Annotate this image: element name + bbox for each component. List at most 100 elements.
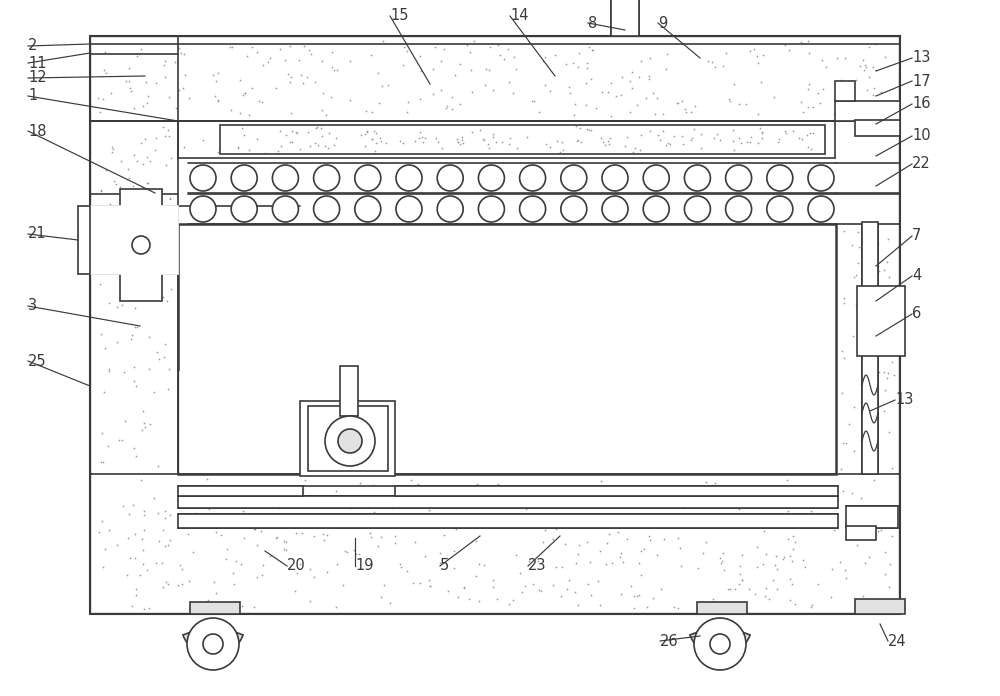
Point xyxy=(749,562,765,573)
Point xyxy=(147,145,163,156)
Point xyxy=(601,139,617,150)
Bar xyxy=(90,36,900,614)
Point xyxy=(475,525,491,536)
Point xyxy=(741,583,757,594)
Point xyxy=(594,480,610,491)
Point xyxy=(100,359,116,370)
Point xyxy=(211,481,227,492)
Point xyxy=(367,568,383,579)
Point xyxy=(578,383,594,395)
Point xyxy=(777,40,793,51)
Point xyxy=(859,541,875,553)
Point xyxy=(293,114,309,125)
Point xyxy=(629,100,645,111)
Point xyxy=(184,498,200,509)
Point xyxy=(753,215,769,226)
Point xyxy=(645,72,661,84)
Point xyxy=(731,504,747,515)
Point xyxy=(142,600,158,611)
Point xyxy=(755,558,771,569)
Point xyxy=(299,72,315,83)
Point xyxy=(399,566,415,577)
Point xyxy=(601,528,617,539)
Point xyxy=(755,309,771,320)
Point xyxy=(181,603,197,614)
Point xyxy=(283,107,299,118)
Point xyxy=(500,43,516,54)
Point xyxy=(728,498,744,509)
Point xyxy=(649,549,665,560)
Point xyxy=(553,590,569,601)
Point xyxy=(306,561,322,572)
Point xyxy=(691,128,707,139)
Point xyxy=(422,580,438,592)
Point xyxy=(578,100,594,111)
Point xyxy=(803,143,819,155)
Point xyxy=(572,199,588,210)
Point xyxy=(659,49,675,60)
Point xyxy=(363,532,379,543)
Point xyxy=(324,61,340,72)
Point xyxy=(236,512,252,523)
Point xyxy=(258,519,274,530)
Point xyxy=(430,137,446,148)
Point xyxy=(887,311,903,322)
Point xyxy=(863,213,879,224)
Point xyxy=(421,575,437,586)
Point xyxy=(105,248,121,260)
Point xyxy=(759,358,775,369)
Point xyxy=(881,272,897,283)
Circle shape xyxy=(643,196,669,222)
Point xyxy=(854,410,870,421)
Point xyxy=(667,385,683,396)
Point xyxy=(121,75,137,86)
Point xyxy=(113,147,129,158)
Point xyxy=(520,308,536,319)
Point xyxy=(495,277,511,288)
Point xyxy=(645,592,661,603)
Point xyxy=(589,516,605,528)
Point xyxy=(716,564,732,576)
Point xyxy=(656,493,672,504)
Point xyxy=(785,544,801,555)
Point xyxy=(514,587,530,598)
Circle shape xyxy=(478,196,504,222)
Point xyxy=(460,429,476,440)
Point xyxy=(879,372,895,383)
Point xyxy=(136,418,152,429)
Point xyxy=(846,402,862,413)
Point xyxy=(308,41,324,52)
Point xyxy=(447,69,463,80)
Point xyxy=(631,71,647,82)
Point xyxy=(336,555,352,567)
Point xyxy=(867,38,883,49)
Point xyxy=(527,400,543,411)
Point xyxy=(626,603,642,614)
Point xyxy=(127,321,143,332)
Point xyxy=(558,58,574,70)
Point xyxy=(481,143,497,154)
Point xyxy=(173,501,189,512)
Point xyxy=(101,365,117,377)
Point xyxy=(633,570,649,581)
Circle shape xyxy=(767,196,793,222)
Point xyxy=(884,531,900,542)
Point xyxy=(131,262,147,273)
Point xyxy=(649,93,665,104)
Point xyxy=(226,579,242,590)
Circle shape xyxy=(710,634,730,654)
Point xyxy=(876,366,892,377)
Circle shape xyxy=(561,196,587,222)
Point xyxy=(141,331,157,342)
Point xyxy=(155,292,171,303)
Point xyxy=(793,36,809,47)
Point xyxy=(592,546,608,557)
Point xyxy=(640,247,656,258)
Point xyxy=(352,477,368,489)
Point xyxy=(160,125,176,136)
Point xyxy=(181,512,197,523)
Point xyxy=(775,553,791,564)
Point xyxy=(318,109,334,120)
Point xyxy=(828,283,844,294)
Point xyxy=(405,578,421,589)
